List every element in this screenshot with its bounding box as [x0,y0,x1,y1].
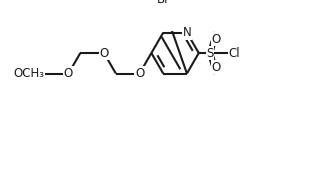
Text: N: N [183,26,191,39]
Text: O: O [212,61,221,73]
Text: O: O [212,33,221,46]
Text: Br: Br [157,0,170,6]
Text: OCH₃: OCH₃ [14,67,45,80]
Text: O: O [135,67,144,80]
Text: O: O [64,67,73,80]
Text: S: S [206,47,214,60]
Text: Cl: Cl [228,47,240,60]
Text: O: O [99,47,109,60]
